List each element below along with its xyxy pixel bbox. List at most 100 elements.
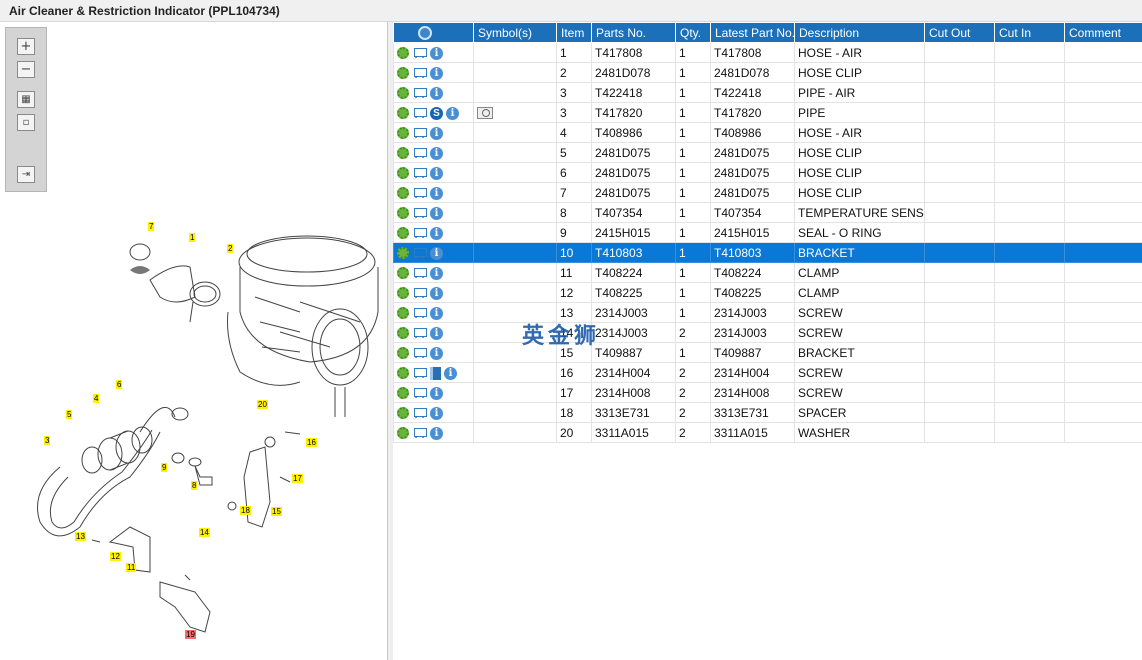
settings-icon[interactable] <box>397 407 409 420</box>
cart-icon[interactable] <box>412 347 427 359</box>
callout-17[interactable]: 17 <box>292 474 303 483</box>
cart-icon[interactable] <box>412 87 427 99</box>
callout-16[interactable]: 16 <box>306 438 317 447</box>
table-row[interactable]: i 12 T408225 1 T408225 CLAMP <box>393 282 1142 303</box>
service-icon[interactable]: S <box>430 106 443 120</box>
settings-icon[interactable] <box>397 387 409 400</box>
callout-11[interactable]: 11 <box>126 563 137 572</box>
diagram-pane[interactable]: + − ▦ ▫ ⇥ <box>0 22 388 660</box>
col-latest-part-no[interactable]: Latest Part No. <box>710 22 795 43</box>
table-row[interactable]: i 18 3313E731 2 3313E731 SPACER <box>393 402 1142 423</box>
search-icon[interactable] <box>418 25 432 40</box>
fit-view-button[interactable]: ▦ <box>17 91 35 108</box>
info-icon[interactable]: i <box>430 146 443 160</box>
table-row[interactable]: i 15 T409887 1 T409887 BRACKET <box>393 342 1142 363</box>
settings-icon[interactable] <box>397 287 409 300</box>
table-row[interactable]: i 17 2314H008 2 2314H008 SCREW <box>393 382 1142 403</box>
settings-icon[interactable] <box>397 67 409 80</box>
callout-18[interactable]: 18 <box>240 506 251 515</box>
info-icon[interactable]: i <box>430 426 443 440</box>
info-icon[interactable]: i <box>430 306 443 320</box>
settings-icon[interactable] <box>397 87 409 100</box>
settings-icon[interactable] <box>397 247 409 260</box>
zoom-in-button[interactable]: + <box>17 38 35 55</box>
info-icon[interactable]: i <box>430 266 443 280</box>
reset-view-button[interactable]: ▫ <box>17 114 35 131</box>
col-actions[interactable] <box>393 22 474 43</box>
cart-icon[interactable] <box>412 127 427 139</box>
cart-icon[interactable] <box>412 67 427 79</box>
settings-icon[interactable] <box>397 227 409 240</box>
callout-4[interactable]: 4 <box>93 394 100 403</box>
table-row[interactable]: i 13 2314J003 1 2314J003 SCREW <box>393 302 1142 323</box>
table-row[interactable]: i 7 2481D075 1 2481D075 HOSE CLIP <box>393 182 1142 203</box>
settings-icon[interactable] <box>397 47 409 60</box>
info-icon[interactable]: i <box>430 166 443 180</box>
callout-14[interactable]: 14 <box>199 528 210 537</box>
info-icon[interactable]: i <box>430 406 443 420</box>
export-button[interactable]: ⇥ <box>17 166 35 183</box>
info-icon[interactable]: i <box>446 106 459 120</box>
info-icon[interactable]: i <box>430 46 443 60</box>
table-row[interactable]: i 3 T422418 1 T422418 PIPE - AIR <box>393 82 1142 103</box>
cart-icon[interactable] <box>412 287 427 299</box>
table-row[interactable]: i 20 3311A015 2 3311A015 WASHER <box>393 422 1142 443</box>
table-row[interactable]: i 4 T408986 1 T408986 HOSE - AIR <box>393 122 1142 143</box>
info-icon[interactable]: i <box>430 206 443 220</box>
col-cut-in[interactable]: Cut In <box>994 22 1065 43</box>
callout-2[interactable]: 2 <box>227 244 234 253</box>
cart-icon[interactable] <box>412 227 427 239</box>
cart-icon[interactable] <box>412 387 427 399</box>
cart-icon[interactable] <box>412 427 427 439</box>
callout-5[interactable]: 5 <box>66 410 73 419</box>
col-cut-out[interactable]: Cut Out <box>924 22 995 43</box>
col-item[interactable]: Item <box>556 22 592 43</box>
settings-icon[interactable] <box>397 207 409 220</box>
cart-icon[interactable] <box>412 247 427 259</box>
table-row[interactable]: i 14 2314J003 2 2314J003 SCREW <box>393 322 1142 343</box>
settings-icon[interactable] <box>397 127 409 140</box>
callout-1[interactable]: 1 <box>189 233 196 242</box>
info-icon[interactable]: i <box>430 246 443 260</box>
settings-icon[interactable] <box>397 167 409 180</box>
cart-icon[interactable] <box>412 107 427 119</box>
callout-13[interactable]: 13 <box>75 532 86 541</box>
info-icon[interactable]: i <box>430 66 443 80</box>
cart-icon[interactable] <box>412 167 427 179</box>
cart-icon[interactable] <box>412 207 427 219</box>
col-description[interactable]: Description <box>794 22 925 43</box>
callout-15[interactable]: 15 <box>271 507 282 516</box>
table-row[interactable]: i 2 2481D078 1 2481D078 HOSE CLIP <box>393 62 1142 83</box>
zoom-out-button[interactable]: − <box>17 61 35 78</box>
callout-9[interactable]: 9 <box>161 463 168 472</box>
col-qty[interactable]: Qty. <box>675 22 711 43</box>
table-row[interactable]: i 9 2415H015 1 2415H015 SEAL - O RING <box>393 222 1142 243</box>
info-icon[interactable]: i <box>430 386 443 400</box>
cart-icon[interactable] <box>412 307 427 319</box>
settings-icon[interactable] <box>397 187 409 200</box>
info-icon[interactable]: i <box>430 86 443 100</box>
settings-icon[interactable] <box>397 307 409 320</box>
cart-icon[interactable] <box>412 267 427 279</box>
table-row[interactable]: i 6 2481D075 1 2481D075 HOSE CLIP <box>393 162 1142 183</box>
info-icon[interactable]: i <box>444 366 457 380</box>
table-row[interactable]: i 16 2314H004 2 2314H004 SCREW <box>393 362 1142 383</box>
info-icon[interactable]: i <box>430 226 443 240</box>
settings-icon[interactable] <box>397 327 409 340</box>
info-icon[interactable]: i <box>430 346 443 360</box>
table-row[interactable]: i 11 T408224 1 T408224 CLAMP <box>393 262 1142 283</box>
table-row[interactable]: i 10 T410803 1 T410803 BRACKET <box>393 242 1142 263</box>
info-icon[interactable]: i <box>430 286 443 300</box>
info-icon[interactable]: i <box>430 126 443 140</box>
magnify-icon[interactable] <box>477 107 493 120</box>
cart-icon[interactable] <box>412 187 427 199</box>
col-comment[interactable]: Comment <box>1064 22 1142 43</box>
col-symbols[interactable]: Symbol(s) <box>473 22 557 43</box>
callout-3[interactable]: 3 <box>44 436 51 445</box>
cart-icon[interactable] <box>412 47 427 59</box>
col-parts-no[interactable]: Parts No. <box>591 22 676 43</box>
table-row[interactable]: i 1 T417808 1 T417808 HOSE - AIR <box>393 42 1142 63</box>
settings-icon[interactable] <box>397 147 409 160</box>
